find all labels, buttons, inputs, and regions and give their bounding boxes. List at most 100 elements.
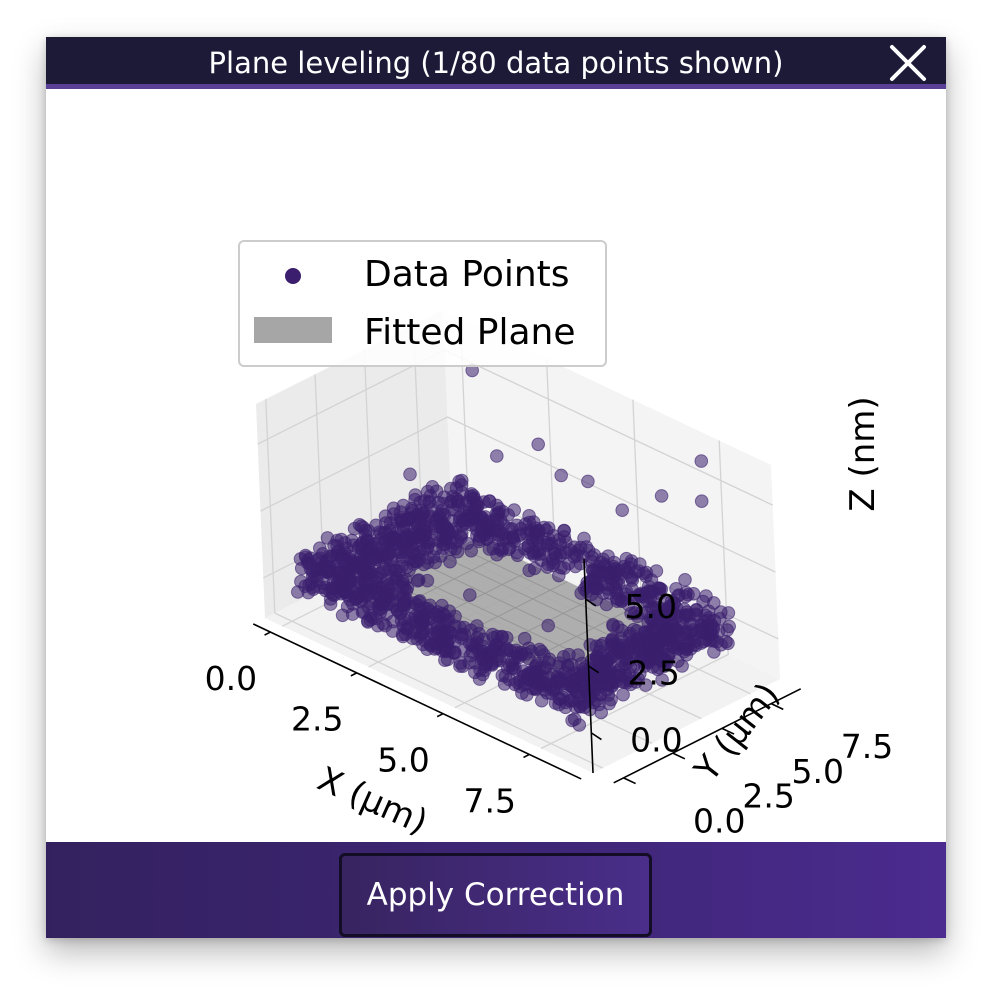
- x-tick: [350, 672, 358, 677]
- y-tick-label: 2.5: [742, 777, 794, 816]
- y-tick-label: 5.0: [792, 752, 844, 791]
- data-point: [554, 468, 569, 483]
- y-tick-label: 7.5: [841, 727, 893, 766]
- data-point: [423, 489, 438, 503]
- data-point: [303, 562, 318, 576]
- plane-leveling-dialog: Plane leveling (1/80 data points shown) …: [46, 37, 946, 938]
- data-point: [720, 623, 735, 637]
- y-tick: [623, 777, 636, 785]
- data-point: [655, 673, 669, 687]
- data-point: [485, 644, 500, 658]
- close-icon[interactable]: [888, 43, 928, 83]
- data-point: [302, 578, 316, 592]
- data-point: [428, 519, 443, 534]
- data-point: [619, 584, 634, 599]
- data-point: [615, 503, 630, 518]
- data-point: [512, 528, 527, 543]
- y-tick: [721, 727, 735, 735]
- data-point: [380, 549, 395, 564]
- data-point: [354, 542, 369, 557]
- data-point: [654, 489, 669, 503]
- data-point: [440, 652, 455, 667]
- data-point: [624, 571, 639, 585]
- data-point: [350, 591, 364, 606]
- data-point: [335, 608, 350, 623]
- data-point: [443, 554, 457, 569]
- data-point: [416, 506, 430, 521]
- data-point: [513, 679, 527, 694]
- legend: Data Points Fitted Plane: [238, 240, 607, 367]
- data-point: [594, 705, 609, 720]
- data-point: [299, 550, 313, 565]
- data-point: [554, 560, 568, 575]
- data-point: [456, 659, 470, 674]
- data-point: [609, 575, 624, 590]
- data-point: [517, 631, 532, 646]
- data-point: [694, 622, 709, 637]
- data-point: [410, 555, 424, 569]
- data-point: [606, 619, 621, 633]
- grid-line-z: [260, 416, 776, 573]
- z-tick-label: 2.5: [627, 654, 679, 693]
- data-point: [361, 615, 375, 629]
- data-point: [540, 538, 555, 553]
- data-point: [630, 609, 645, 624]
- data-point: [482, 494, 497, 509]
- data-point: [403, 467, 417, 482]
- data-point: [464, 544, 479, 558]
- data-point: [463, 588, 477, 602]
- data-point: [643, 611, 658, 626]
- data-point: [585, 550, 599, 564]
- data-point: [373, 591, 388, 606]
- apply-correction-button[interactable]: Apply Correction: [339, 853, 652, 937]
- x-axis-line: [252, 623, 582, 780]
- data-point: [327, 588, 341, 603]
- data-point: [455, 514, 470, 528]
- y-tick-label: 0.0: [693, 801, 745, 840]
- y-axis-line: [613, 688, 802, 784]
- title-bar: Plane leveling (1/80 data points shown): [46, 37, 946, 89]
- data-point: [541, 618, 556, 633]
- z-tick-label: 0.0: [630, 721, 682, 760]
- data-points: [291, 363, 737, 732]
- data-point: [418, 613, 432, 628]
- data-point: [633, 557, 647, 571]
- data-point: [502, 658, 517, 673]
- data-point: [678, 573, 692, 587]
- data-point: [396, 552, 410, 567]
- data-point: [476, 667, 490, 682]
- data-point: [411, 598, 425, 612]
- legend-marker-points: [285, 268, 301, 284]
- data-point: [553, 674, 567, 689]
- legend-label-0: Data Points: [364, 254, 570, 295]
- data-point: [474, 652, 489, 667]
- x-tick-label: 2.5: [291, 700, 343, 739]
- data-point: [694, 454, 709, 468]
- data-point: [581, 474, 595, 489]
- data-point: [472, 534, 487, 549]
- data-point: [565, 713, 579, 728]
- data-point: [318, 563, 333, 577]
- footer-bar: Apply Correction: [46, 842, 946, 938]
- data-point: [431, 640, 446, 654]
- dialog-title: Plane leveling (1/80 data points shown): [208, 46, 784, 80]
- y-tick: [770, 702, 784, 711]
- data-point: [694, 494, 709, 509]
- data-point: [372, 525, 387, 540]
- plane-fit-3d-chart: 0.02.55.07.50.02.55.07.50.02.55.0 X (µm)…: [205, 240, 894, 843]
- grid-line-y-floor: [274, 612, 604, 769]
- x-tick-label: 0.0: [205, 659, 257, 698]
- data-point: [714, 605, 728, 619]
- data-point: [541, 557, 555, 572]
- data-point: [347, 521, 362, 536]
- x-tick-label: 5.0: [377, 741, 429, 780]
- tick-labels: 0.02.55.07.50.02.55.07.50.02.55.0: [205, 587, 894, 841]
- data-point: [486, 541, 501, 556]
- data-point: [593, 687, 608, 702]
- data-point: [634, 586, 649, 601]
- data-point: [534, 693, 549, 708]
- data-point: [683, 642, 698, 656]
- data-point: [490, 449, 504, 463]
- z-tick: [585, 598, 597, 607]
- legend-label-1: Fitted Plane: [364, 312, 576, 353]
